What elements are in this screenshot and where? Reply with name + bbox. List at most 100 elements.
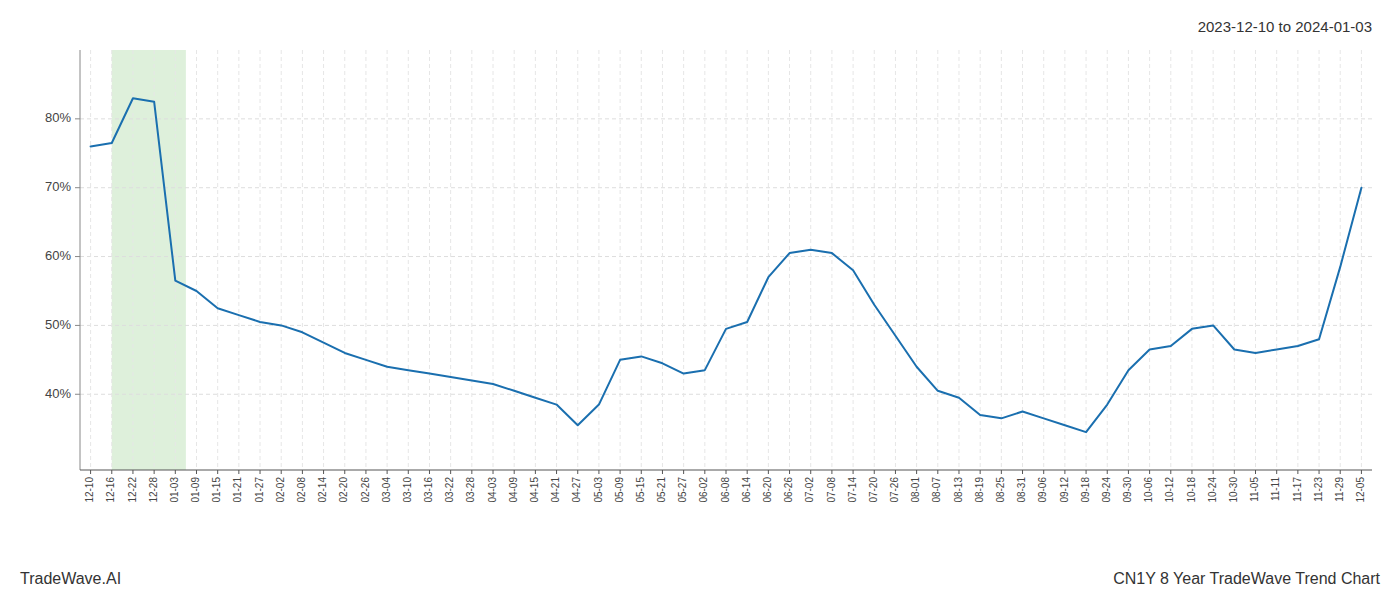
x-tick bbox=[789, 470, 790, 474]
x-grid-line bbox=[238, 50, 239, 470]
x-grid-line bbox=[450, 50, 451, 470]
x-tick-label: 04-15 bbox=[529, 477, 540, 503]
x-tick-label: 10-06 bbox=[1143, 477, 1154, 503]
annotation: TradeWave.AI bbox=[20, 570, 121, 587]
x-tick bbox=[1340, 470, 1341, 474]
y-tick-label: 40% bbox=[45, 386, 71, 401]
x-tick bbox=[704, 470, 705, 474]
x-tick-label: 04-27 bbox=[571, 477, 582, 503]
x-grid-line bbox=[1022, 50, 1023, 470]
x-grid-line bbox=[1086, 50, 1087, 470]
x-tick-label: 05-09 bbox=[614, 477, 625, 503]
x-tick-label: 01-03 bbox=[169, 477, 180, 503]
x-tick-label: 08-31 bbox=[1016, 477, 1027, 503]
x-grid-line bbox=[810, 50, 811, 470]
x-tick bbox=[514, 470, 515, 474]
x-grid-line bbox=[387, 50, 388, 470]
x-tick bbox=[302, 470, 303, 474]
x-tick-label: 10-30 bbox=[1228, 477, 1239, 503]
y-tick-label: 50% bbox=[45, 317, 71, 332]
x-tick-label: 10-24 bbox=[1207, 477, 1218, 503]
x-grid-line bbox=[1297, 50, 1298, 470]
x-tick bbox=[1086, 470, 1087, 474]
highlight-band bbox=[112, 50, 186, 470]
x-tick-label: 07-14 bbox=[847, 477, 858, 503]
x-tick-label: 01-09 bbox=[190, 477, 201, 503]
x-grid-line bbox=[662, 50, 663, 470]
x-grid-line bbox=[937, 50, 938, 470]
x-grid-line bbox=[1191, 50, 1192, 470]
x-grid-line bbox=[831, 50, 832, 470]
x-grid-line bbox=[1149, 50, 1150, 470]
x-tick bbox=[577, 470, 578, 474]
x-tick-label: 03-16 bbox=[423, 477, 434, 503]
x-tick bbox=[1022, 470, 1023, 474]
x-tick-label: 07-26 bbox=[889, 477, 900, 503]
x-tick-label: 04-03 bbox=[487, 477, 498, 503]
y-tick bbox=[75, 325, 80, 326]
x-tick bbox=[238, 470, 239, 474]
y-ticks: 40%50%60%70%80% bbox=[45, 110, 80, 400]
x-tick bbox=[408, 470, 409, 474]
x-grid-line bbox=[493, 50, 494, 470]
x-grid-line bbox=[683, 50, 684, 470]
x-grid-line bbox=[916, 50, 917, 470]
x-grid-line bbox=[111, 50, 112, 470]
x-tick-label: 02-20 bbox=[338, 477, 349, 503]
annotation: CN1Y 8 Year TradeWave Trend Chart bbox=[1113, 570, 1380, 587]
x-tick bbox=[323, 470, 324, 474]
y-grid-line bbox=[80, 118, 1372, 119]
x-tick bbox=[1319, 470, 1320, 474]
x-tick bbox=[641, 470, 642, 474]
x-tick bbox=[90, 470, 91, 474]
x-grid-line bbox=[281, 50, 282, 470]
x-grid-line bbox=[260, 50, 261, 470]
x-tick-label: 09-30 bbox=[1122, 477, 1133, 503]
x-tick bbox=[620, 470, 621, 474]
x-grid-line bbox=[704, 50, 705, 470]
x-grid-line bbox=[302, 50, 303, 470]
x-tick-label: 11-29 bbox=[1334, 477, 1345, 502]
x-tick bbox=[683, 470, 684, 474]
x-grid-line bbox=[641, 50, 642, 470]
x-tick-label: 12-10 bbox=[84, 477, 95, 503]
x-tick bbox=[175, 470, 176, 474]
x-tick-label: 01-27 bbox=[254, 477, 265, 503]
x-tick bbox=[196, 470, 197, 474]
x-tick bbox=[958, 470, 959, 474]
x-tick-label: 09-24 bbox=[1101, 477, 1112, 503]
x-tick-label: 11-05 bbox=[1249, 477, 1260, 502]
x-tick-label: 06-08 bbox=[720, 477, 731, 503]
x-grid-line bbox=[980, 50, 981, 470]
x-tick bbox=[726, 470, 727, 474]
x-tick-label: 12-28 bbox=[148, 477, 159, 503]
x-tick bbox=[429, 470, 430, 474]
x-tick-label: 03-04 bbox=[381, 477, 392, 503]
x-grid-line bbox=[556, 50, 557, 470]
x-tick-label: 02-14 bbox=[317, 477, 328, 503]
x-tick-label: 04-21 bbox=[550, 477, 561, 503]
x-grid-line bbox=[323, 50, 324, 470]
x-tick-label: 03-28 bbox=[465, 477, 476, 503]
x-tick-label: 02-02 bbox=[275, 477, 286, 503]
x-tick-label: 08-13 bbox=[953, 477, 964, 503]
x-tick-label: 05-15 bbox=[635, 477, 646, 503]
x-grid-line bbox=[958, 50, 959, 470]
x-tick-label: 12-05 bbox=[1355, 477, 1366, 503]
y-tick-label: 80% bbox=[45, 110, 71, 125]
x-grid-line bbox=[853, 50, 854, 470]
x-tick-label: 11-23 bbox=[1313, 477, 1324, 502]
y-tick-label: 60% bbox=[45, 248, 71, 263]
x-grid-line bbox=[768, 50, 769, 470]
x-tick-label: 09-18 bbox=[1080, 477, 1091, 503]
x-tick-label: 06-26 bbox=[783, 477, 794, 503]
x-tick bbox=[895, 470, 896, 474]
x-grid-line bbox=[895, 50, 896, 470]
x-tick bbox=[535, 470, 536, 474]
x-grid-line bbox=[1001, 50, 1002, 470]
x-grid-line bbox=[1043, 50, 1044, 470]
x-grid-line bbox=[514, 50, 515, 470]
x-ticks: 12-1012-1612-2212-2801-0301-0901-1501-21… bbox=[84, 470, 1366, 503]
x-tick-label: 08-19 bbox=[974, 477, 985, 503]
x-tick bbox=[1149, 470, 1150, 474]
